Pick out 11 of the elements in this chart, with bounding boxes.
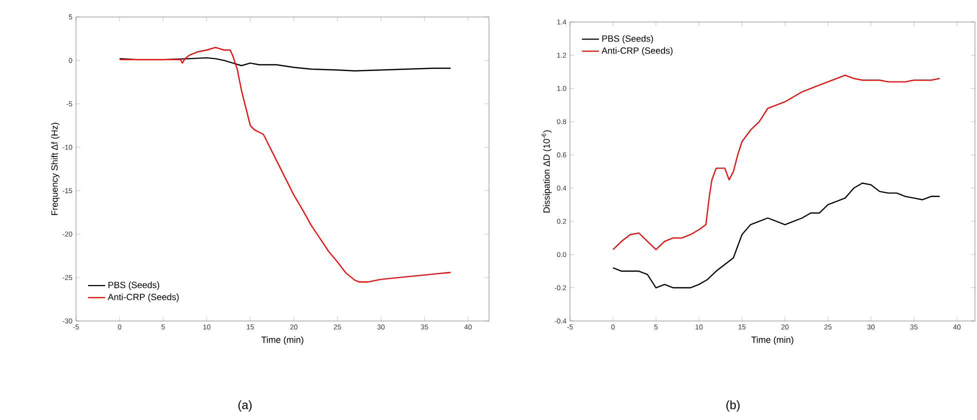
legend-label: Anti-CRP (Seeds): [108, 294, 179, 302]
x-axis-title: Time (min): [751, 336, 794, 345]
legend-label: PBS (Seeds): [602, 35, 654, 44]
legend-label: Anti-CRP (Seeds): [602, 47, 673, 56]
y-axis-title: Dissipation ΔD (10$^{-6}$): [542, 130, 552, 212]
text: (b): [726, 400, 740, 412]
text: (a): [238, 400, 252, 412]
line-series: [118, 57, 452, 72]
legend-label: PBS (Seeds): [108, 282, 160, 290]
y-axis-title: Frequency Shift Δf (Hz): [51, 122, 60, 216]
x-axis-title: Time (min): [261, 336, 304, 345]
